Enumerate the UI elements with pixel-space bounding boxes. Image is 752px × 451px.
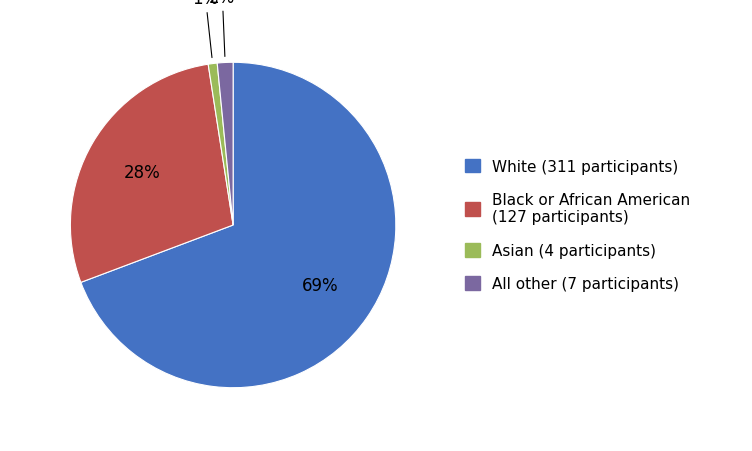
Wedge shape	[81, 63, 396, 388]
Wedge shape	[71, 65, 233, 283]
Text: 69%: 69%	[302, 276, 338, 295]
Text: 2%: 2%	[209, 0, 235, 57]
Wedge shape	[208, 64, 233, 226]
Text: 28%: 28%	[123, 163, 160, 181]
Text: 1%: 1%	[193, 0, 219, 59]
Wedge shape	[217, 63, 233, 226]
Legend: White (311 participants), Black or African American
(127 participants), Asian (4: White (311 participants), Black or Afric…	[459, 153, 696, 298]
